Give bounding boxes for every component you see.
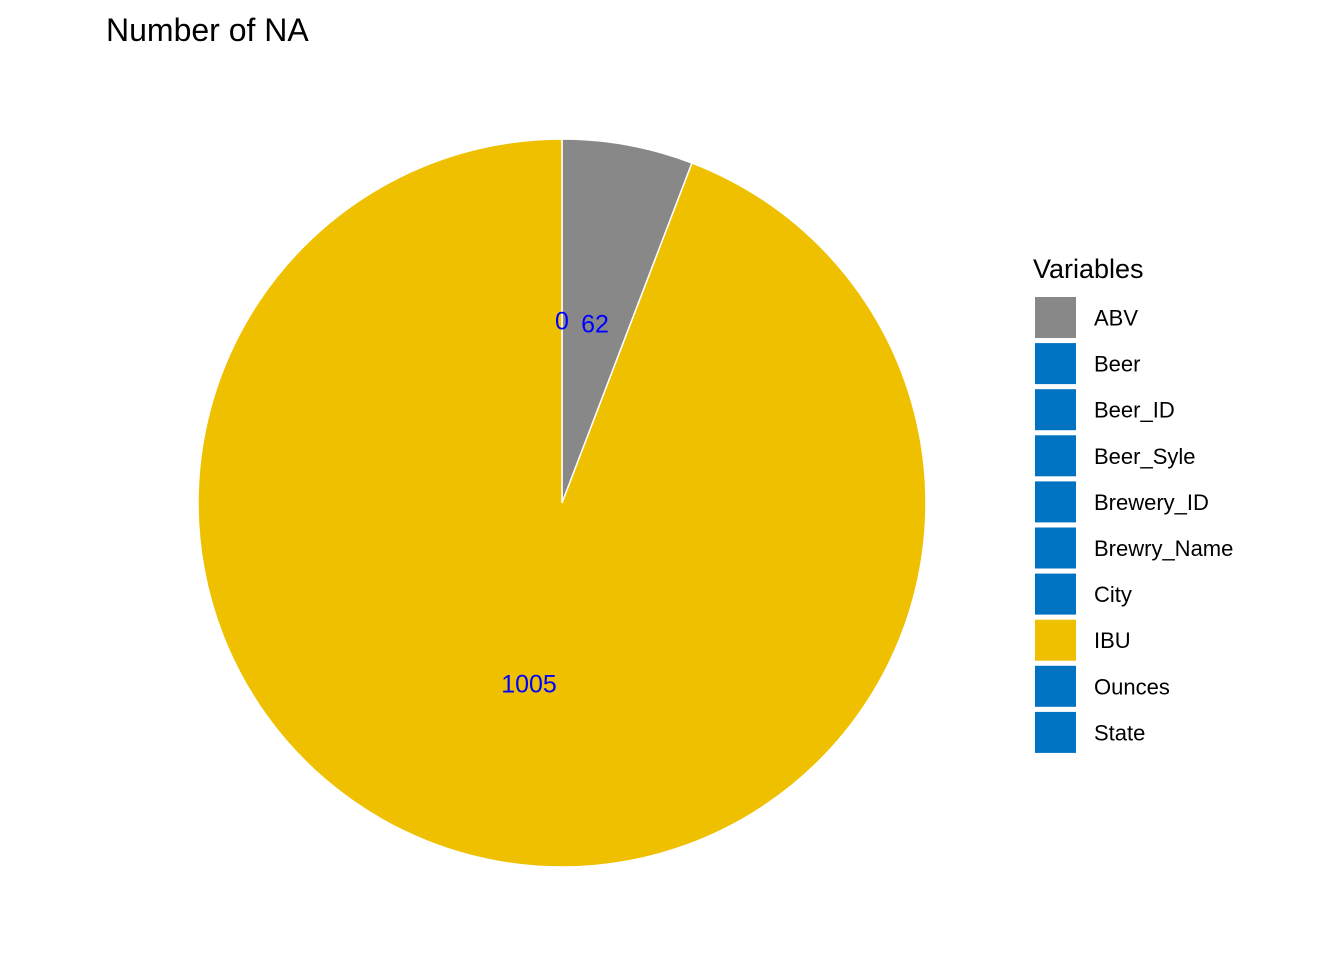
legend-swatch (1035, 619, 1076, 661)
legend-item-ounces: Ounces (1035, 665, 1170, 707)
legend-swatch (1035, 711, 1076, 753)
legend-swatch (1035, 389, 1076, 431)
legend-item-city: City (1035, 573, 1132, 615)
legend-item-brewry-name: Brewry_Name (1035, 527, 1233, 569)
legend-item-abv: ABV (1035, 297, 1138, 338)
legend: Variables ABV Beer Beer_ID Beer_Syle Brewery… (1033, 254, 1233, 753)
pie-slices (197, 138, 927, 868)
slice-label-abv: 62 (581, 311, 609, 339)
legend-item-beer: Beer (1035, 343, 1140, 385)
legend-item-brewery-id: Brewery_ID (1035, 481, 1209, 523)
legend-label: ABV (1094, 306, 1138, 331)
legend-swatch (1035, 343, 1076, 385)
legend-item-state: State (1035, 711, 1145, 753)
legend-item-beer-id: Beer_ID (1035, 389, 1175, 431)
legend-swatch (1035, 573, 1076, 615)
legend-label: City (1094, 582, 1132, 607)
legend-swatch (1035, 481, 1076, 523)
slice-label-beer: 0 (555, 308, 569, 336)
legend-label: Beer_Syle (1094, 444, 1196, 469)
pie-slice-labels: 0 62 1005 (501, 308, 609, 699)
legend-label: Beer_ID (1094, 398, 1175, 423)
legend-title: Variables (1033, 254, 1144, 284)
legend-label: Beer (1094, 352, 1140, 377)
legend-item-beer-syle: Beer_Syle (1035, 435, 1196, 477)
legend-label: IBU (1094, 628, 1131, 653)
legend-swatch (1035, 435, 1076, 477)
legend-label: Brewry_Name (1094, 536, 1233, 561)
legend-label: Brewery_ID (1094, 490, 1209, 515)
legend-item-ibu: IBU (1035, 619, 1131, 661)
pie-slice-ibu (197, 138, 927, 868)
slice-label-ibu: 1005 (501, 671, 557, 699)
chart-title: Number of NA (106, 12, 309, 48)
legend-label: State (1094, 720, 1145, 745)
legend-swatch (1035, 665, 1076, 707)
legend-label: Ounces (1094, 674, 1170, 699)
legend-swatch (1035, 527, 1076, 569)
legend-swatch (1035, 297, 1076, 338)
pie-slice-abv (561, 138, 693, 504)
